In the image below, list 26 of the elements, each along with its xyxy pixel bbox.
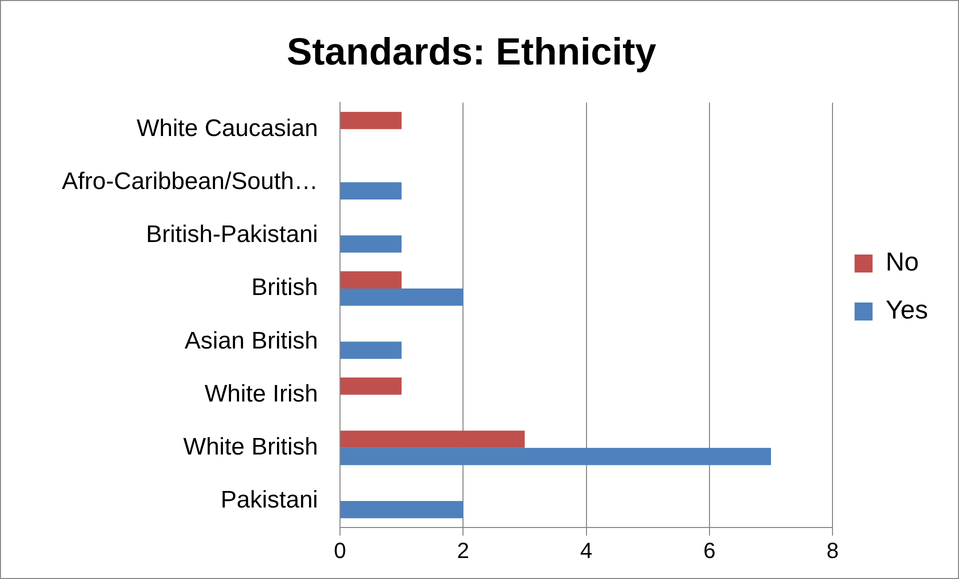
y-tick-label: White Caucasian: [136, 114, 318, 142]
x-tick-label: 8: [826, 538, 839, 563]
y-tick-label: White Irish: [204, 380, 318, 408]
y-tick-label: White British: [183, 434, 318, 461]
x-tick-label: 6: [703, 538, 716, 563]
bar: [340, 342, 402, 359]
y-tick-label: Pakistani: [220, 486, 318, 514]
y-tick-label: British-Pakistani: [146, 221, 318, 248]
bar: [340, 288, 464, 306]
bar: [340, 182, 402, 200]
y-tick-label: Asian British: [184, 327, 318, 354]
bar: [340, 235, 402, 253]
x-tick-label: 2: [457, 538, 470, 563]
x-tick-label: 4: [580, 538, 592, 563]
bar: [340, 112, 402, 130]
bar: [340, 501, 464, 518]
bar: [340, 448, 772, 466]
x-tick-label: 0: [334, 538, 346, 563]
bar: [340, 430, 525, 448]
legend-label: No: [886, 246, 919, 277]
bar: [340, 378, 402, 395]
y-tick-label: British: [251, 274, 318, 302]
chart-title: Standards: Ethnicity: [286, 31, 656, 74]
legend-label: Yes: [886, 294, 928, 325]
bar: [340, 271, 402, 289]
y-tick-label: Afro-Caribbean/South…: [62, 168, 318, 195]
